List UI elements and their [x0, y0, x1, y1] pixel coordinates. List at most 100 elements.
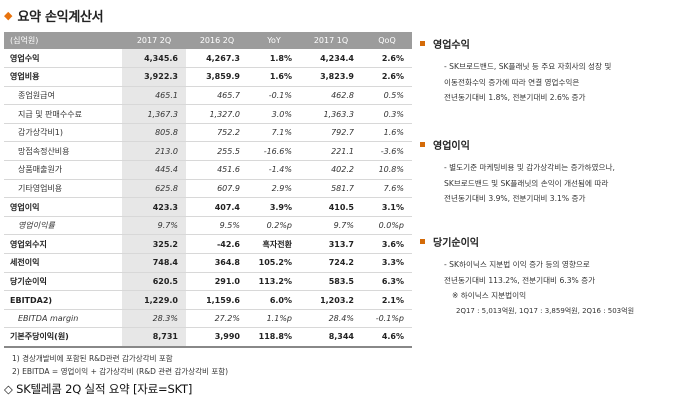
row-label: 세전이익 — [4, 253, 122, 273]
row-label: 영업이익률 — [4, 216, 122, 236]
section-detail: 2Q17 : 5,013억원, 1Q17 : 3,859억원, 2Q16 : 5… — [456, 306, 635, 315]
cell: 407.4 — [186, 197, 248, 217]
table-row: 기타영업비용 625.8 607.9 2.9% 581.7 7.6% — [4, 179, 412, 199]
cell: 724.2 — [300, 253, 362, 273]
row-label: 영업수익 — [4, 49, 122, 69]
cell: 0.3% — [362, 104, 412, 124]
cell: 625.8 — [122, 179, 186, 199]
cell: 462.8 — [300, 86, 362, 106]
square-bullet-icon — [420, 142, 425, 147]
table-row: EBITDA margin 28.3% 27.2% 1.1%p 28.4% -0… — [4, 309, 412, 329]
page-title-row: ◆ 요약 손익계산서 — [4, 4, 104, 26]
cell: 28.4% — [300, 309, 362, 329]
cell: 10.8% — [362, 160, 412, 180]
table-row: 망접속정산비용 213.0 255.5 -16.6% 221.1 -3.6% — [4, 141, 412, 162]
table-row: 감가상각비1) 805.8 752.2 7.1% 792.7 1.6% — [4, 123, 412, 143]
row-label: 기타영업비용 — [4, 179, 122, 199]
table-row: 세전이익 748.4 364.8 105.2% 724.2 3.3% — [4, 253, 412, 273]
cell: 8,344 — [300, 327, 362, 348]
row-label: EBITDA margin — [4, 309, 122, 329]
cell: -3.6% — [362, 141, 412, 162]
row-label: 망접속정산비용 — [4, 141, 122, 162]
row-label: 상품매출원가 — [4, 160, 122, 180]
cell: 8,731 — [122, 327, 186, 348]
table-row: 영업외수지 325.2 -42.6 흑자전환 313.7 3.6% — [4, 234, 412, 255]
footnote-1: 1) 경상개발비에 포함된 R&D관련 감가상각비 포함 — [12, 354, 173, 363]
cell: 9.7% — [300, 216, 362, 236]
cell: 7.1% — [248, 123, 300, 143]
cell: 255.5 — [186, 141, 248, 162]
cell: 445.4 — [122, 160, 186, 180]
row-label: 감가상각비1) — [4, 123, 122, 143]
cell: 0.2%p — [248, 216, 300, 236]
section-operating-income: 영업이익 - 별도기준 마케팅비용 및 감가상각비는 증가하였으나, SK브로드… — [420, 137, 676, 207]
cell: 1,367.3 — [122, 104, 186, 124]
table-row: 영업이익 423.3 407.4 3.9% 410.5 3.1% — [4, 197, 412, 217]
cell: 3,990 — [186, 327, 248, 348]
square-bullet-icon — [420, 41, 425, 46]
section-line: SK브로드밴드 및 SK플래닛의 손익이 개선됨에 따라 — [444, 178, 609, 188]
section-note: ※ 하이닉스 지분법이익 — [452, 291, 527, 300]
row-label: 당기순이익 — [4, 272, 122, 292]
section-heading: 영업수익 — [420, 36, 676, 51]
cell: 792.7 — [300, 123, 362, 143]
table-row: 기본주당이익(원) 8,731 3,990 118.8% 8,344 4.6% — [4, 327, 412, 348]
cell: 1.6% — [362, 123, 412, 143]
cell: 9.5% — [186, 216, 248, 236]
cell: 4,234.4 — [300, 49, 362, 69]
cell: 3,823.9 — [300, 67, 362, 87]
cell: 1.6% — [248, 67, 300, 87]
cell: 2.6% — [362, 67, 412, 87]
cell: 3.6% — [362, 234, 412, 255]
cell: 2.9% — [248, 179, 300, 199]
cell: 3,859.9 — [186, 67, 248, 87]
table-row: 지급 및 판매수수료 1,367.3 1,327.0 3.0% 1,363.3 … — [4, 104, 412, 124]
cell: 105.2% — [248, 253, 300, 273]
section-body: - SK브로드밴드, SK플래닛 등 주요 자회사의 성장 및 이동전화수익 증… — [444, 59, 676, 106]
cell: 748.4 — [122, 253, 186, 273]
cell: 3.9% — [248, 197, 300, 217]
cell: -16.6% — [248, 141, 300, 162]
cell: 423.3 — [122, 197, 186, 217]
section-heading: 영업이익 — [420, 137, 676, 152]
cell: 1,363.3 — [300, 104, 362, 124]
income-statement-table: (십억원) 2017 2Q 2016 2Q YoY 2017 1Q QoQ 영업… — [4, 32, 412, 348]
cell: 213.0 — [122, 141, 186, 162]
cell: 325.2 — [122, 234, 186, 255]
row-label: 종업원급여 — [4, 86, 122, 106]
cell: 607.9 — [186, 179, 248, 199]
cell: -1.4% — [248, 160, 300, 180]
footnote-2: 2) EBITDA = 영업이익 + 감가상각비 (R&D 관련 감가상각비 포… — [12, 367, 229, 376]
section-title: 영업수익 — [433, 40, 470, 51]
cell: 1,327.0 — [186, 104, 248, 124]
section-line: 전년동기대비 1.8%, 전분기대비 2.6% 증가 — [444, 93, 586, 102]
cell: 27.2% — [186, 309, 248, 329]
table-row: 영업비용 3,922.3 3,859.9 1.6% 3,823.9 2.6% — [4, 67, 412, 87]
section-title: 영업이익 — [433, 141, 470, 152]
section-line: - 별도기준 마케팅비용 및 감가상각비는 증가하였으나, — [444, 163, 615, 172]
section-line: 전년동기대비 113.2%, 전분기대비 6.3% 증가 — [444, 275, 596, 285]
header-unit: (십억원) — [4, 32, 122, 49]
cell: 1,159.6 — [186, 290, 248, 310]
row-label: 지급 및 판매수수료 — [4, 104, 122, 124]
row-label: 영업이익 — [4, 197, 122, 217]
cell: -0.1% — [248, 86, 300, 106]
section-heading: 당기순이익 — [420, 234, 676, 249]
cell: 402.2 — [300, 160, 362, 180]
cell: 113.2% — [248, 272, 300, 292]
cell: 313.7 — [300, 234, 362, 255]
cell: 221.1 — [300, 141, 362, 162]
table-row: 상품매출원가 445.4 451.6 -1.4% 402.2 10.8% — [4, 160, 412, 180]
cell: 0.5% — [362, 86, 412, 106]
cell: 9.7% — [122, 216, 186, 236]
cell: 583.5 — [300, 272, 362, 292]
section-body: - SK하이닉스 지분법 이익 증가 등의 영향으로 전년동기대비 113.2%… — [444, 257, 676, 319]
table-row: 당기순이익 620.5 291.0 113.2% 583.5 6.3% — [4, 272, 412, 292]
header-2017-1q: 2017 1Q — [300, 32, 362, 49]
cell: 6.3% — [362, 272, 412, 292]
header-yoy: YoY — [248, 32, 300, 49]
cell: -42.6 — [186, 234, 248, 255]
cell: 3,922.3 — [122, 67, 186, 87]
section-line: 전년동기대비 3.9%, 전분기대비 3.1% 증가 — [444, 194, 586, 203]
cell: 3.1% — [362, 197, 412, 217]
